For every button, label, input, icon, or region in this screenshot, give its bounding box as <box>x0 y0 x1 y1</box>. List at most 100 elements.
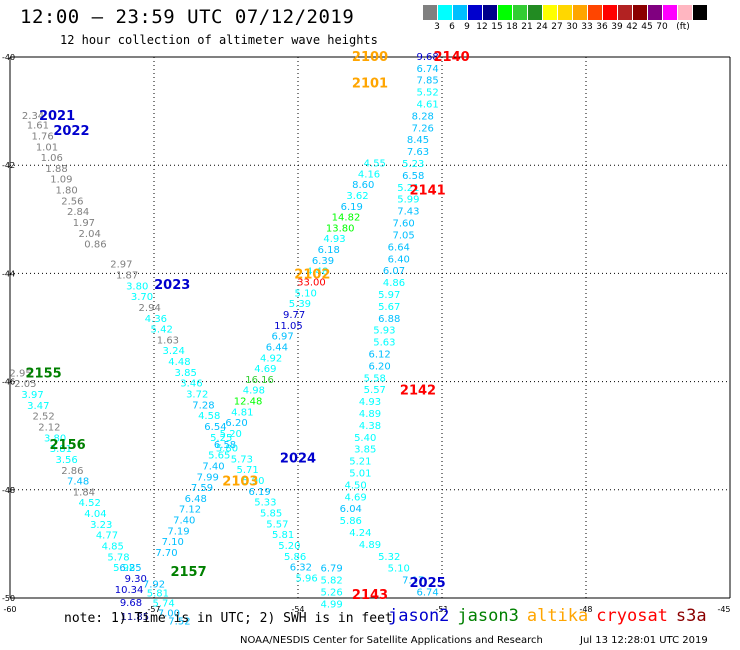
legend-swatch-16 <box>662 5 677 20</box>
wave-height-value: 5.57 <box>364 385 386 396</box>
wave-height-value: 7.60 <box>392 219 414 230</box>
wave-height-value: 5.20 <box>220 429 242 440</box>
color-scale-legend: 3 6 9 12 15 18 21 24 27 30 33 36 39 42 45 70 (ft) <box>422 5 707 32</box>
wave-height-value: 7.59 <box>191 483 213 494</box>
wave-height-value: 6.88 <box>378 314 400 325</box>
satellite-legend: jason2 jason3 altika cryosat s3a <box>388 606 715 626</box>
legend-swatch-3 <box>467 5 482 20</box>
lon-label: -48 <box>579 605 592 614</box>
wave-height-value: 7.12 <box>179 505 201 516</box>
wave-height-value: 5.65 <box>208 451 230 462</box>
legend-swatch-17 <box>677 5 692 20</box>
track-label: 2155 <box>26 366 62 381</box>
wave-height-value: 5.80 <box>216 444 238 455</box>
wave-height-value: 4.55 <box>364 158 386 169</box>
wave-height-value: 3.81 <box>50 444 72 455</box>
wave-height-value: 2.05 <box>14 379 36 390</box>
wave-height-value: 5.01 <box>349 468 371 479</box>
wave-height-value: 4.50 <box>344 480 366 491</box>
wave-height-value: 4.58 <box>198 411 220 422</box>
wave-height-value: 2.12 <box>38 423 60 434</box>
wave-height-value: 4.93 <box>323 234 345 245</box>
wave-height-value: 2.95 <box>9 368 31 379</box>
track-label: 2101 <box>352 76 388 91</box>
wave-height-value: 14.82 <box>332 213 361 224</box>
lon-label: -54 <box>291 605 304 614</box>
wave-height-value: 1.84 <box>73 487 95 498</box>
legend-swatch-2 <box>452 5 467 20</box>
page-title: 12:00 — 23:59 UTC 07/12/2019 <box>20 6 355 28</box>
legend-swatch-0 <box>422 5 437 20</box>
wave-height-value: 7.70 <box>155 548 177 559</box>
wave-height-value: 4.61 <box>416 100 438 111</box>
wave-height-value: 8.60 <box>352 180 374 191</box>
wave-height-value: 2.94 <box>139 303 161 314</box>
lat-label: -50 <box>2 594 15 603</box>
wave-height-value: 11.85 <box>120 612 149 623</box>
wave-height-value: 1.61 <box>27 121 49 132</box>
lat-label: -42 <box>2 161 15 170</box>
wave-height-value: 6.19 <box>248 487 270 498</box>
wave-height-value: 4.81 <box>231 407 253 418</box>
wave-height-value: 6.40 <box>388 254 410 265</box>
wave-height-value: 12.48 <box>234 397 263 408</box>
wave-height-value: 7.85 <box>416 76 438 87</box>
wave-height-value: 4.77 <box>96 531 118 542</box>
legend-label-16: (ft) <box>676 22 690 32</box>
wave-height-value: 2.97 <box>110 260 132 271</box>
wave-height-value: 5.63 <box>373 338 395 349</box>
wave-height-value: 9.68 <box>120 598 142 609</box>
wave-height-value: 3.47 <box>27 401 49 412</box>
legend-swatch-7 <box>527 5 542 20</box>
wave-height-value: 5.73 <box>231 454 253 465</box>
wave-height-value: 4.93 <box>359 397 381 408</box>
wave-height-value: 4.92 <box>260 353 282 364</box>
wave-height-value: 5.90 <box>242 476 264 487</box>
wave-height-value: 4.36 <box>145 314 167 325</box>
lon-label: -57 <box>147 605 160 614</box>
wave-height-value: 5.52 <box>416 88 438 99</box>
wave-height-value: 5.67 <box>378 302 400 313</box>
wave-height-value: 3.72 <box>186 390 208 401</box>
wave-height-value: 3.56 <box>56 455 78 466</box>
lat-label: -44 <box>2 269 15 278</box>
lon-label: -45 <box>717 605 730 614</box>
map-grid <box>9 56 731 599</box>
wave-height-value: 4.24 <box>349 528 371 539</box>
wave-height-value: 5.74 <box>152 598 174 609</box>
wave-height-value: 3.23 <box>90 520 112 531</box>
wave-height-value: 5.78 <box>107 552 129 563</box>
wave-height-value: 10.34 <box>115 585 144 596</box>
wave-height-value: 4.69 <box>344 492 366 503</box>
wave-height-value: 9.30 <box>125 574 147 585</box>
wave-height-value: 2.34 <box>22 111 44 122</box>
satellite-legend-jason3: jason3 <box>457 606 519 626</box>
wave-height-value: 5.58 <box>364 373 386 384</box>
legend-label-12: 39 <box>611 22 623 32</box>
satellite-legend-cryosat: cryosat <box>596 606 668 626</box>
wave-height-value: 1.01 <box>36 142 58 153</box>
track-label: 2025 <box>410 576 446 591</box>
wave-height-value: 7.17 <box>402 576 424 587</box>
wave-height-value: 5.40 <box>354 433 376 444</box>
wave-height-value: 5.71 <box>236 465 258 476</box>
wave-height-value: 6.19 <box>341 202 363 213</box>
wave-height-value: 7.40 <box>202 461 224 472</box>
wave-height-value: 2.52 <box>32 412 54 423</box>
wave-height-value: 5.98 <box>113 563 135 574</box>
wave-height-value: 6.32 <box>290 563 312 574</box>
legend-label-1: 6 <box>449 22 455 32</box>
wave-height-value: 5.99 <box>397 195 419 206</box>
wave-height-value: 4.89 <box>359 409 381 420</box>
wave-height-value: 3.62 <box>346 191 368 202</box>
wave-height-value: 7.43 <box>397 207 419 218</box>
legend-swatch-12 <box>602 5 617 20</box>
wave-height-value: 5.10 <box>388 564 410 575</box>
legend-label-4: 15 <box>491 22 503 32</box>
lat-label: -48 <box>2 486 15 495</box>
wave-height-value: 7.92 <box>143 579 165 590</box>
track-label: 2022 <box>53 124 89 139</box>
wave-height-value: 5.85 <box>260 509 282 520</box>
wave-height-value: 4.04 <box>84 509 106 520</box>
legend-swatch-14 <box>632 5 647 20</box>
